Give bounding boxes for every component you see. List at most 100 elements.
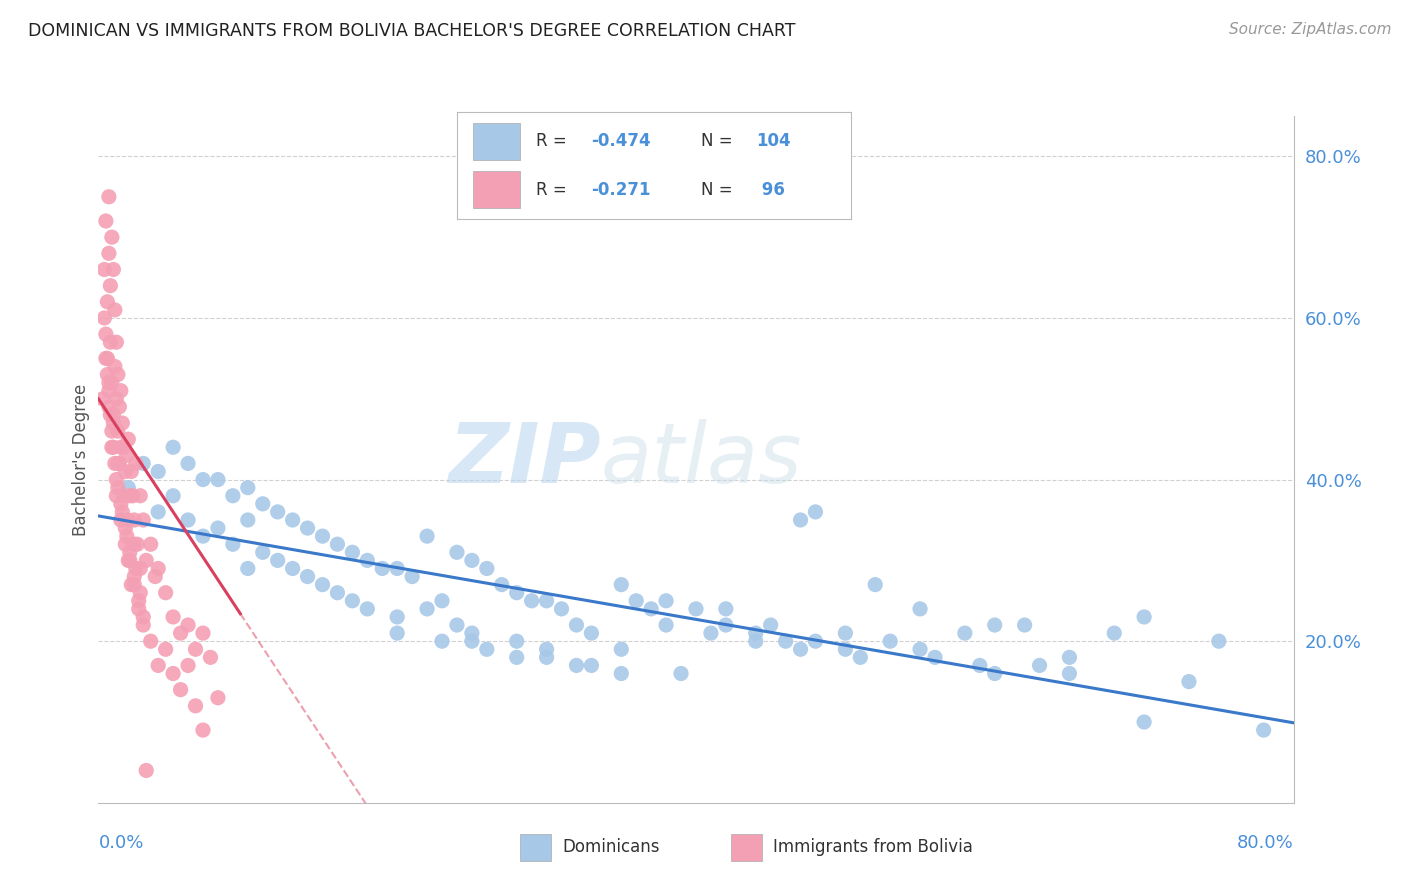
Point [430,634,453,648]
Point [117,481,139,495]
Point [236,481,259,495]
Point [236,561,259,575]
Point [97,400,120,414]
Point [114,465,136,479]
Point [311,529,333,543]
Point [118,553,141,567]
Text: DOMINICAN VS IMMIGRANTS FROM BOLIVIA BACHELOR'S DEGREE CORRELATION CHART: DOMINICAN VS IMMIGRANTS FROM BOLIVIA BAC… [28,22,796,40]
Point [93,262,115,277]
Point [103,440,125,454]
Point [461,553,484,567]
Point [111,505,134,519]
Bar [472,123,520,161]
Point [148,465,170,479]
Point [222,537,245,551]
Point [169,682,191,697]
Point [924,650,946,665]
Point [834,626,856,640]
Point [207,521,229,535]
Point [191,626,214,640]
Point [550,602,572,616]
Point [114,537,136,551]
Point [101,424,124,438]
Point [97,376,120,390]
Text: -0.271: -0.271 [591,180,651,199]
Point [416,529,439,543]
Point [124,577,146,591]
Point [640,602,662,616]
Point [129,561,152,575]
Point [117,513,139,527]
Point [1133,610,1156,624]
Point [222,489,245,503]
Point [714,618,737,632]
Point [610,577,633,591]
Point [107,368,129,382]
Point [115,529,138,543]
Point [110,384,132,398]
Point [669,666,692,681]
Point [879,634,901,648]
Point [371,561,394,575]
Point [143,569,166,583]
Point [953,626,976,640]
Point [124,513,146,527]
Point [191,473,214,487]
Point [581,626,603,640]
Point [983,666,1005,681]
Point [108,400,131,414]
Point [184,642,207,657]
Point [129,489,152,503]
Point [132,457,155,471]
Point [1208,634,1230,648]
Point [110,497,132,511]
Point [401,569,423,583]
Point [117,432,139,446]
Point [105,473,128,487]
Point [745,634,768,648]
Point [714,602,737,616]
Point [107,481,129,495]
Point [506,634,529,648]
Point [297,521,319,535]
Point [107,457,129,471]
Point [98,335,122,350]
Point [177,618,200,632]
Point [385,610,409,624]
Point [475,642,498,657]
Point [112,489,135,503]
Point [804,505,827,519]
Point [94,214,117,228]
Point [96,351,118,366]
Point [207,690,229,705]
Point [98,278,122,293]
Point [110,440,132,454]
Point [125,561,148,575]
Point [385,561,409,575]
Point [610,666,633,681]
Point [155,642,177,657]
Point [565,618,588,632]
Point [114,521,136,535]
Point [865,577,887,591]
Point [110,513,132,527]
Point [252,497,274,511]
Point [96,368,118,382]
Point [446,545,468,559]
Point [236,513,259,527]
Point [135,553,157,567]
Point [128,602,150,616]
Point [536,594,558,608]
Point [162,440,184,454]
Text: -0.474: -0.474 [591,132,651,151]
Point [104,302,127,317]
Point [162,610,184,624]
Text: 0.0%: 0.0% [98,834,143,852]
Point [191,529,214,543]
Point [162,489,184,503]
Point [759,618,782,632]
Point [98,408,122,422]
Point [1253,723,1275,737]
Point [281,513,304,527]
Point [101,376,124,390]
